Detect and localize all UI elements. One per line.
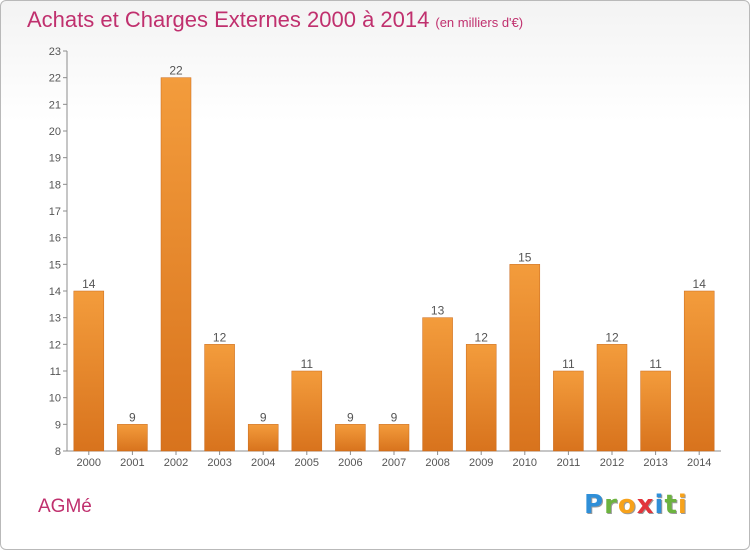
bar-2005	[291, 370, 323, 452]
value-labels: 14 9 22 12 9 11 9 9 13 12 15 11 12 11 14	[82, 64, 706, 425]
y-tick-label: 18	[49, 179, 61, 191]
value-label-2002: 22	[169, 64, 183, 78]
value-label-2007: 9	[391, 410, 398, 424]
value-label-2009: 12	[475, 330, 489, 344]
value-label-2010: 15	[518, 250, 532, 264]
x-tick-label-2005: 2005	[295, 457, 319, 469]
y-tick-label: 15	[49, 259, 61, 271]
value-label-2012: 12	[605, 330, 619, 344]
bar-2011	[553, 370, 584, 452]
logo-letter: r	[604, 490, 618, 520]
x-tick-label-2006: 2006	[338, 457, 362, 469]
value-label-2008: 13	[431, 304, 445, 318]
value-label-2011: 11	[562, 357, 575, 371]
value-label-2013: 11	[649, 357, 662, 371]
y-tick-label: 21	[49, 99, 61, 111]
y-tick-label: 10	[49, 393, 61, 405]
bar-2000	[73, 290, 105, 452]
x-tick-label-2014: 2014	[687, 457, 711, 469]
y-tick-label: 11	[50, 366, 61, 378]
bar-2007	[378, 424, 410, 452]
value-label-2006: 9	[347, 410, 354, 424]
x-tick-label-2000: 2000	[77, 457, 101, 469]
x-tick-label-2007: 2007	[382, 457, 406, 469]
y-tick-label: 12	[49, 339, 61, 351]
x-tick-label-2002: 2002	[164, 457, 188, 469]
x-tick-label-2001: 2001	[120, 457, 144, 469]
y-tick-label: 14	[49, 286, 61, 298]
y-tick-label: 20	[49, 126, 61, 138]
bar-2014	[683, 290, 715, 452]
y-tick-label: 9	[55, 419, 61, 431]
logo-letter: P	[584, 490, 605, 520]
logo-letter: t	[664, 490, 678, 520]
value-label-2005: 11	[301, 357, 314, 371]
bar-2002	[160, 77, 192, 452]
value-label-2014: 14	[693, 277, 707, 291]
bar-2006	[335, 424, 366, 452]
y-tick-label: 13	[49, 313, 61, 325]
commune-name: AGMé	[38, 496, 92, 517]
bars	[73, 77, 715, 452]
bar-2003	[204, 344, 235, 452]
proxiti-logo: Proxiti	[584, 490, 688, 520]
y-tick-label: 17	[49, 206, 61, 218]
x-tick-label-2009: 2009	[469, 457, 493, 469]
logo-letter: x	[636, 490, 655, 520]
value-label-2003: 12	[213, 330, 227, 344]
bar-2010	[509, 264, 541, 452]
y-tick-label: 19	[49, 153, 61, 165]
x-tick-label-2004: 2004	[251, 457, 275, 469]
x-tick-label-2010: 2010	[513, 457, 537, 469]
y-tick-label: 22	[49, 73, 61, 85]
x-tick-label-2008: 2008	[425, 457, 449, 469]
value-label-2001: 9	[129, 410, 136, 424]
chart-title: Achats et Charges Externes 2000 à 2014 (e…	[27, 7, 523, 33]
bar-2004	[247, 424, 279, 452]
chart-subtitle: (en milliers d'€)	[435, 15, 524, 30]
y-tick-labels: 8 9 10 11 12 13 14 15 16 17 18 19 20 21 22 23	[49, 46, 61, 458]
x-tick-label-2013: 2013	[643, 457, 667, 469]
y-tick-label: 16	[49, 233, 61, 245]
x-tick-label-2012: 2012	[600, 457, 624, 469]
logo-letter: i	[654, 490, 665, 520]
y-tick-label: 23	[49, 46, 61, 58]
logo-letter: o	[617, 490, 637, 520]
bar-2012	[596, 344, 628, 452]
bar-2009	[465, 344, 497, 452]
bar-2008	[422, 317, 453, 452]
value-label-2000: 14	[82, 277, 96, 291]
value-label-2004: 9	[260, 410, 267, 424]
bar-2013	[640, 370, 671, 452]
x-tick-label-2003: 2003	[207, 457, 231, 469]
logo-letter: i	[677, 490, 688, 520]
x-tick-label-2011: 2011	[557, 457, 581, 469]
chart-title-text: Achats et Charges Externes 2000 à 2014	[27, 7, 430, 32]
bar-2001	[117, 424, 148, 452]
x-tick-labels: 2000 2001 2002 2003 2004 2005 2006 2007 2008 2009…	[77, 457, 712, 469]
y-tick-label: 8	[55, 446, 61, 458]
